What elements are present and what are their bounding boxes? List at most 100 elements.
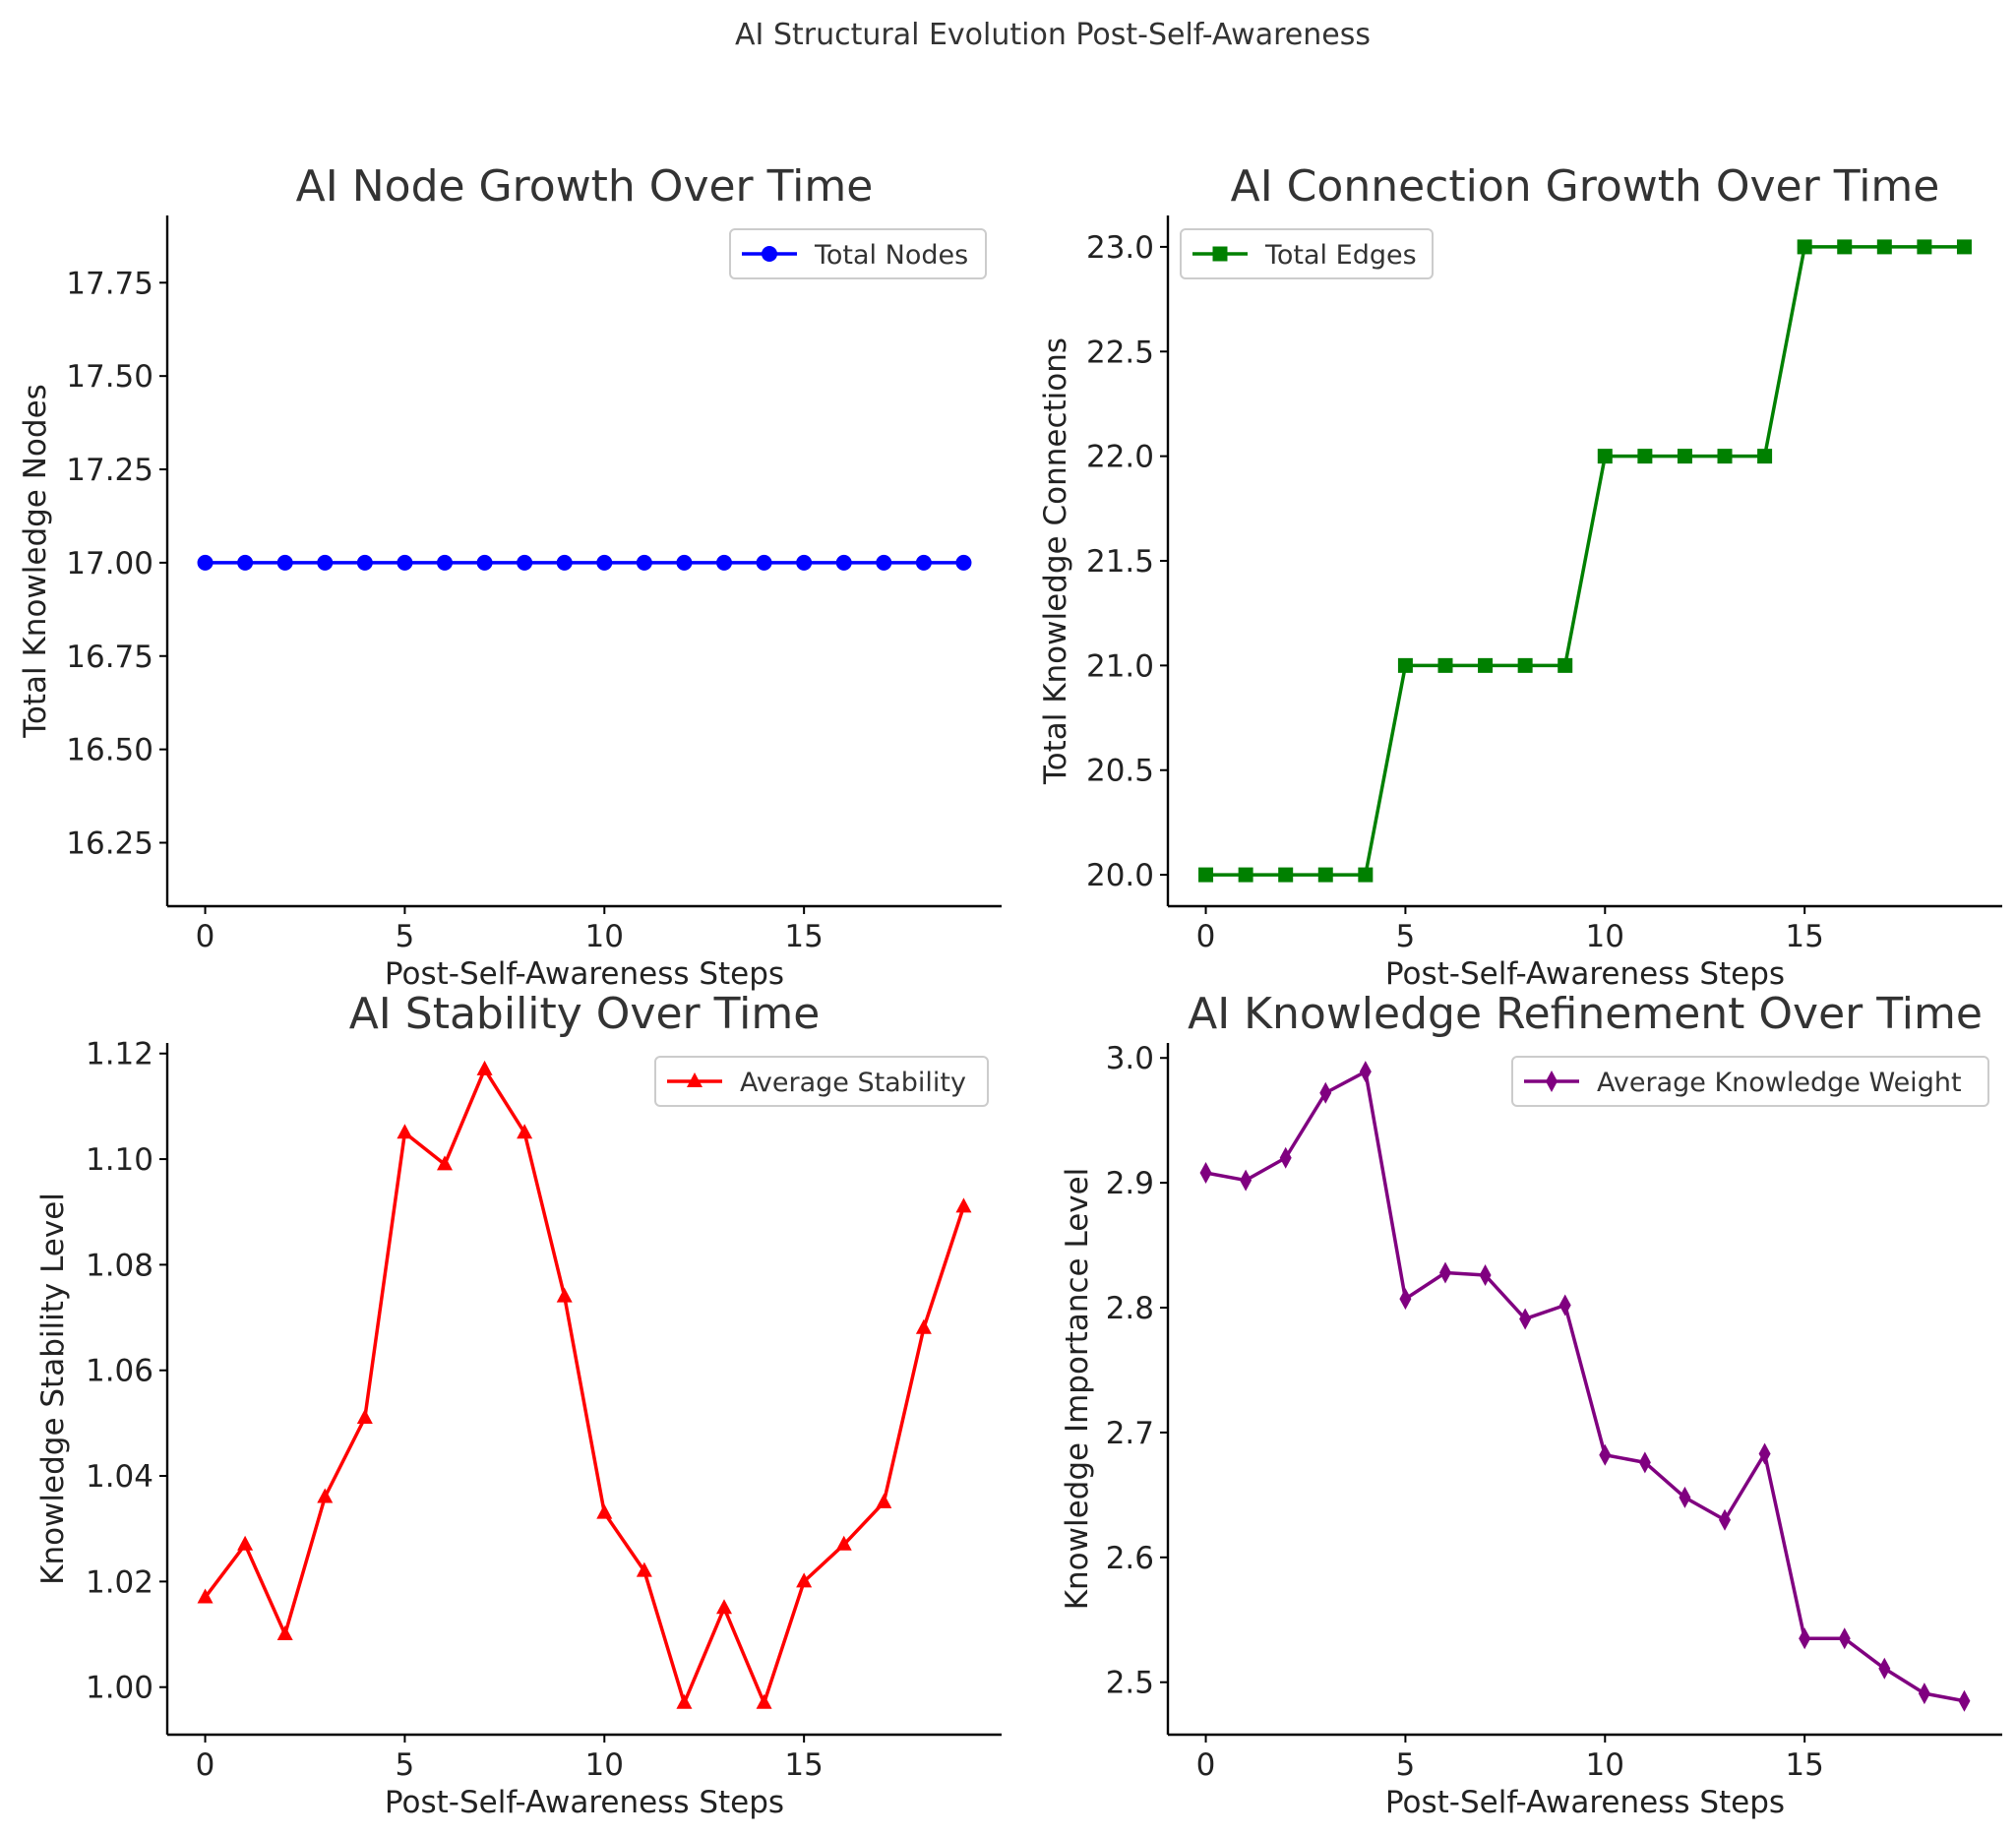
data-point <box>1918 1683 1930 1705</box>
data-point <box>835 554 852 571</box>
y-tick-label: 21.5 <box>1086 544 1154 580</box>
data-point <box>1599 1443 1612 1466</box>
data-point <box>1637 449 1653 464</box>
chart-title: AI Connection Growth Over Time <box>1231 161 1940 212</box>
data-point <box>716 1599 733 1615</box>
legend-label: Average Stability <box>740 1068 966 1098</box>
y-tick-label: 17.75 <box>66 266 153 301</box>
y-tick-label: 20.5 <box>1086 754 1154 789</box>
data-point <box>197 1588 214 1604</box>
data-point <box>1558 657 1573 673</box>
legend-box <box>729 228 987 279</box>
data-point <box>1437 657 1453 673</box>
series-line <box>204 1068 966 1705</box>
data-point <box>1478 657 1494 673</box>
data-point <box>197 554 214 571</box>
data-point <box>636 554 652 571</box>
data-point <box>796 1572 813 1588</box>
y-tick-label: 1.04 <box>86 1459 153 1495</box>
panel-node-growth: AI Node Growth Over Time 0 5 10 15 16.25 16.50… <box>18 161 1002 992</box>
data-point <box>1358 867 1374 883</box>
legend-marker <box>1546 1071 1558 1092</box>
data-point <box>955 554 972 571</box>
x-tick-label: 15 <box>1785 1747 1823 1783</box>
x-axis-label: Post-Self-Awareness Steps <box>1385 956 1785 992</box>
data-point <box>1317 867 1333 883</box>
data-point <box>1878 1657 1891 1680</box>
y-tick-label: 16.25 <box>66 826 153 861</box>
y-axis-label: Total Knowledge Nodes <box>18 384 53 739</box>
x-tick-label: 10 <box>1586 1747 1624 1783</box>
data-point <box>1757 449 1773 464</box>
y-tick-label: 1.12 <box>86 1037 153 1072</box>
y-tick-label: 16.50 <box>66 733 153 768</box>
data-point <box>1719 1508 1732 1531</box>
data-point <box>1638 1451 1651 1474</box>
y-tick-label: 3.0 <box>1106 1041 1154 1076</box>
data-point <box>1956 239 1972 255</box>
data-point <box>317 1488 334 1503</box>
data-point <box>915 554 932 571</box>
y-tick-label: 2.7 <box>1106 1416 1154 1451</box>
data-point <box>1679 1486 1691 1508</box>
data-point <box>1517 657 1533 673</box>
chart-title: AI Node Growth Over Time <box>296 161 874 212</box>
x-tick-label: 0 <box>196 919 215 954</box>
data-point <box>1597 449 1613 464</box>
legend-marker <box>762 246 777 262</box>
legend-box <box>1511 1056 1989 1107</box>
data-point <box>676 554 693 571</box>
data-point <box>1399 1288 1412 1311</box>
y-tick-label: 2.8 <box>1106 1291 1154 1326</box>
y-tick-label: 17.50 <box>66 359 153 395</box>
x-tick-label: 15 <box>784 1747 823 1783</box>
x-axis-label: Post-Self-Awareness Steps <box>1385 1785 1785 1820</box>
y-tick-label: 1.08 <box>86 1248 153 1283</box>
data-point <box>436 1155 453 1171</box>
data-point <box>1558 1294 1571 1316</box>
y-tick-label: 16.75 <box>66 640 153 675</box>
data-point <box>1837 239 1853 255</box>
data-point <box>876 1493 892 1508</box>
data-point <box>436 554 453 571</box>
data-point <box>317 554 334 571</box>
x-tick-label: 5 <box>1396 1747 1416 1783</box>
data-point <box>1238 867 1253 883</box>
data-point <box>517 1124 533 1139</box>
data-point <box>1359 1061 1372 1083</box>
y-axis-label: Knowledge Stability Level <box>35 1193 71 1585</box>
x-tick-label: 5 <box>396 919 415 954</box>
legend: Average Stability <box>654 1056 989 1107</box>
legend: Total Nodes <box>729 228 987 279</box>
data-point <box>1717 449 1733 464</box>
y-tick-label: 17.00 <box>66 546 153 581</box>
x-tick-label: 5 <box>1396 919 1416 954</box>
y-tick-label: 2.5 <box>1106 1666 1154 1701</box>
x-tick-label: 0 <box>1196 919 1216 954</box>
x-tick-label: 0 <box>1196 1747 1216 1783</box>
y-tick-label: 1.00 <box>86 1671 153 1706</box>
x-tick-label: 10 <box>1586 919 1624 954</box>
legend-label: Average Knowledge Weight <box>1597 1068 1962 1098</box>
data-point <box>596 1503 613 1519</box>
data-point <box>1278 867 1294 883</box>
data-point <box>636 1561 652 1577</box>
series-line <box>1205 1070 1965 1703</box>
data-point <box>556 554 573 571</box>
legend: Average Knowledge Weight <box>1511 1056 1989 1107</box>
data-point <box>716 554 733 571</box>
data-point <box>835 1535 852 1551</box>
data-point <box>237 554 254 571</box>
x-tick-label: 10 <box>585 919 624 954</box>
legend: Total Edges <box>1180 228 1434 279</box>
y-tick-label: 1.10 <box>86 1142 153 1178</box>
y-tick-label: 1.06 <box>86 1354 153 1389</box>
x-axis-label: Post-Self-Awareness Steps <box>385 956 784 992</box>
panel-knowledge-refinement: AI Knowledge Refinement Over Time 0 5 10 15 2… <box>1060 989 2002 1820</box>
data-point <box>397 554 413 571</box>
data-point <box>756 1693 772 1709</box>
y-tick-label: 22.0 <box>1086 440 1154 475</box>
data-point <box>876 554 892 571</box>
data-point <box>1797 239 1812 255</box>
